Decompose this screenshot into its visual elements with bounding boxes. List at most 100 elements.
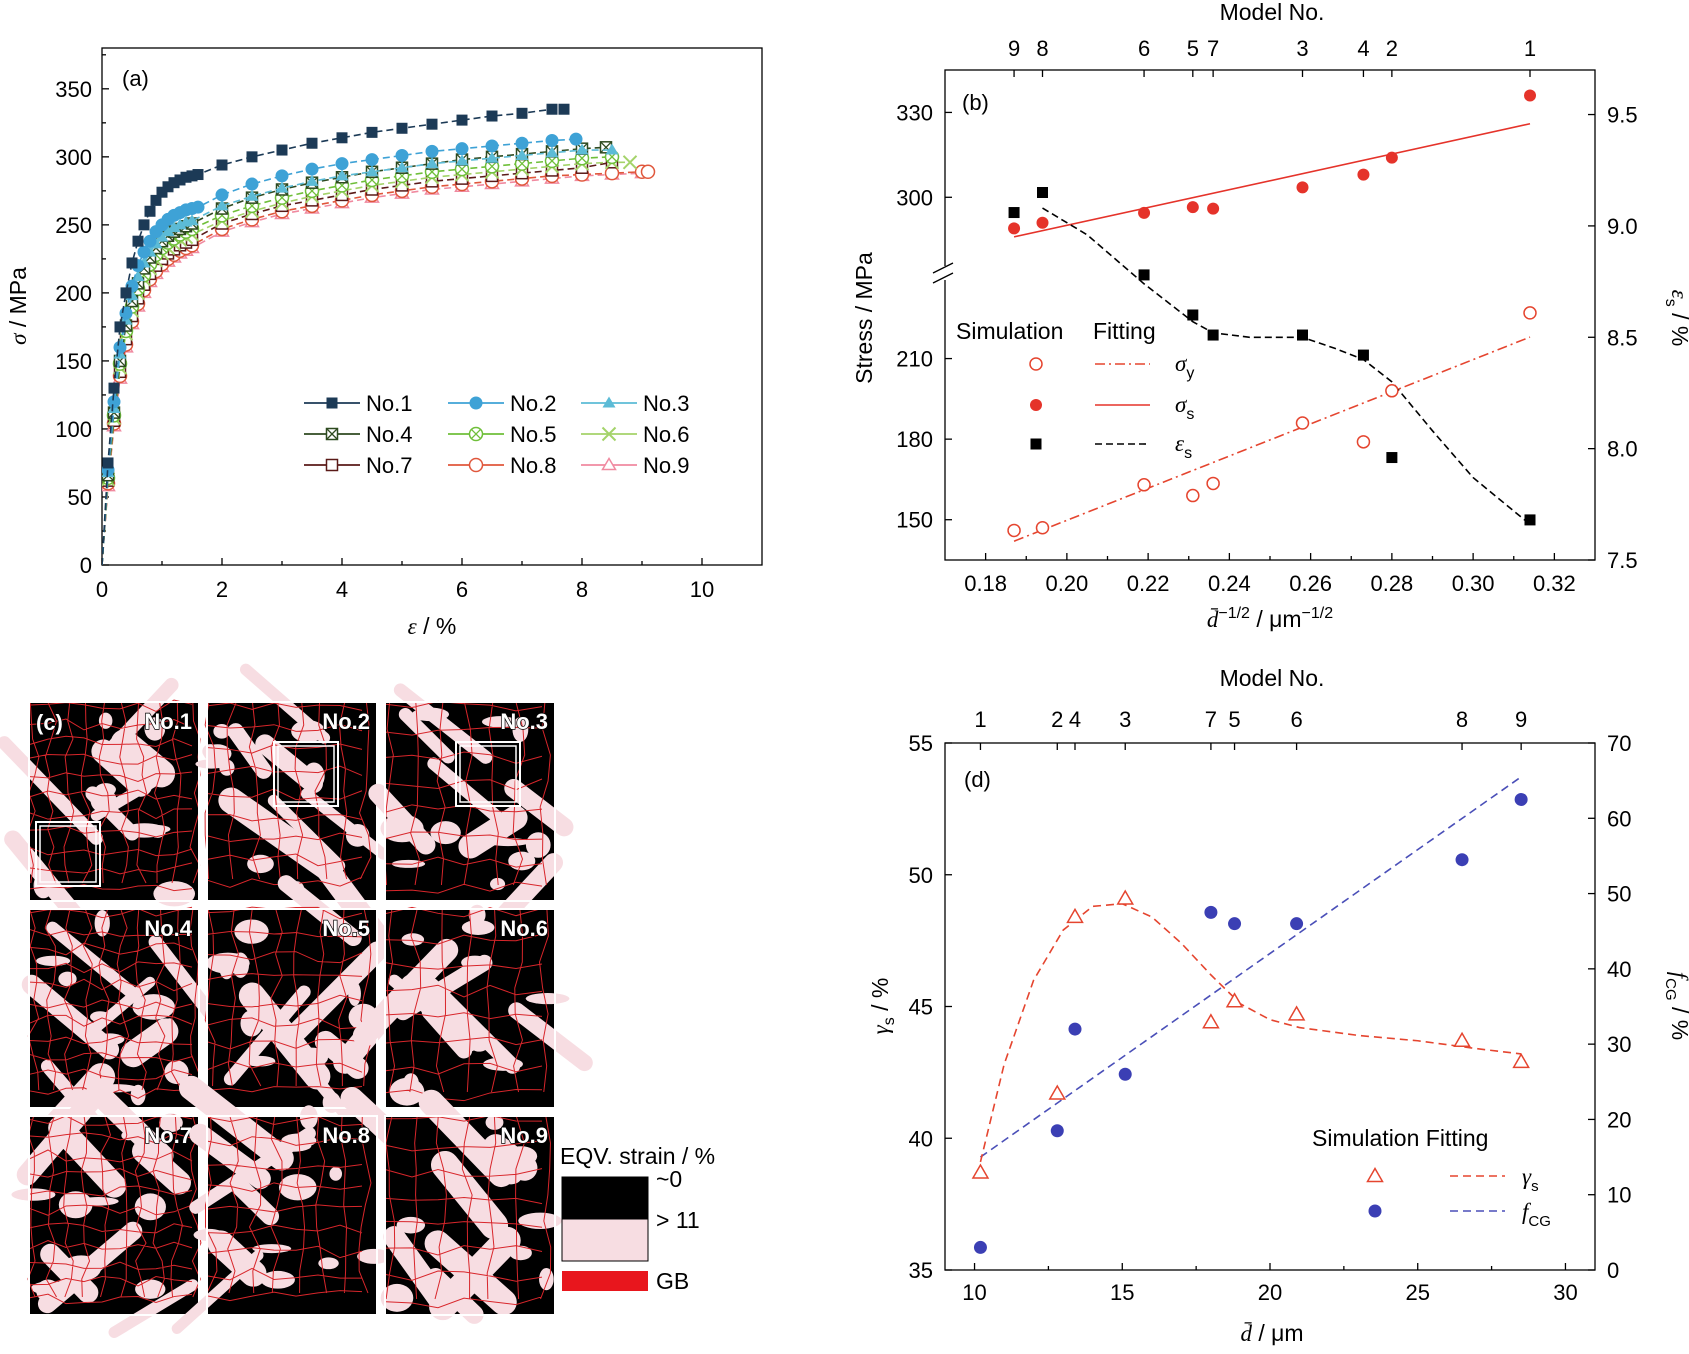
- series-No1-point: [516, 107, 528, 119]
- series-No1-point: [546, 103, 558, 115]
- series-No1-point: [138, 219, 150, 231]
- legend-swatch-high: [561, 1218, 649, 1262]
- eps-s-point: [1386, 452, 1398, 464]
- panel-b: (b) Model No. 0.18 0.20 0.22 0.24 0.26 0.28 0.…: [851, 0, 1689, 632]
- top-tick-label: 2: [1051, 707, 1063, 732]
- legend-label: No.7: [366, 453, 412, 478]
- inset-box-inner: [277, 745, 335, 803]
- grain-boundaries: [204, 1115, 372, 1302]
- legend-label: σs: [1175, 392, 1194, 423]
- x-tick-label: 0.20: [1045, 571, 1088, 596]
- x-tick-label: 4: [336, 577, 348, 602]
- sigma-y-point: [1137, 478, 1151, 492]
- x-tick-label: 10: [690, 577, 714, 602]
- map-label: No.3: [500, 709, 548, 734]
- map-label: No.7: [144, 1123, 192, 1148]
- y-right-tick-label: 20: [1607, 1107, 1631, 1132]
- sigma-s-point: [1385, 151, 1398, 164]
- series-No6-point: [622, 155, 638, 170]
- sigma-y-point: [1186, 488, 1200, 503]
- series-No1-point: [180, 171, 192, 183]
- top-tick-label: 4: [1357, 36, 1369, 61]
- y-tick-label: 100: [55, 417, 92, 442]
- series-No2-point: [569, 132, 583, 146]
- gamma-s-point: [971, 1163, 990, 1179]
- legend-marker: [469, 396, 483, 410]
- legend-marker: [325, 427, 339, 441]
- top-tick-label: 8: [1036, 36, 1048, 61]
- panel-d-top-label: Model No.: [1220, 665, 1325, 691]
- x-tick-label: 10: [962, 1280, 986, 1305]
- series-No2-point: [275, 169, 289, 183]
- panel-b-letter: (b): [962, 90, 989, 115]
- legend-marker: [468, 457, 484, 473]
- y-tick-label: 350: [55, 77, 92, 102]
- series-No1-point: [216, 159, 228, 171]
- x-tick-label: 30: [1553, 1280, 1577, 1305]
- grain-boundaries: [384, 700, 551, 894]
- panel-b-frame: [944, 69, 1596, 561]
- series-No1-point: [276, 144, 288, 156]
- panel-d-letter: (d): [964, 767, 991, 792]
- axis-break-mark: [932, 262, 954, 284]
- grain-boundaries: [27, 1114, 202, 1305]
- gamma-s-fit-line: [979, 902, 1522, 1163]
- y-right-tick-label: 9.0: [1607, 214, 1638, 239]
- gamma-s-point: [1287, 1005, 1306, 1021]
- series-No1-point: [120, 287, 132, 299]
- f-cg-fit-line: [979, 776, 1522, 1158]
- y-left-tick-label: 180: [896, 427, 933, 452]
- sigma-s-point: [1357, 168, 1370, 181]
- top-tick-label: 1: [974, 707, 986, 732]
- sigma-y-point: [1385, 384, 1399, 398]
- series-No1-point: [426, 118, 438, 130]
- legend-label: No.9: [643, 453, 689, 478]
- legend-swatch-gb: [562, 1271, 648, 1291]
- series-No8-point: [604, 165, 620, 181]
- series-No2-point: [143, 234, 157, 248]
- high-strain-bands: [11, 1078, 199, 1338]
- legend-swatch-low: [561, 1176, 649, 1220]
- panel-c: No.1 No.2 No.3 No.4 No.5 No.6 No.7 No.8 No.9 (c) E…: [0, 663, 715, 1338]
- f-cg-point: [1204, 905, 1218, 919]
- map-label: No.9: [500, 1123, 548, 1148]
- inset-box: [35, 821, 101, 887]
- series-No3-point: [515, 148, 529, 160]
- sigma-y-point: [1523, 306, 1537, 320]
- series-No1-point: [162, 181, 174, 193]
- series-No1-point: [246, 151, 258, 163]
- series-No2-point: [191, 200, 205, 214]
- series-No1-point: [114, 321, 126, 333]
- series-No1-point: [144, 205, 156, 217]
- panel-d-ylabel-left: γs / %: [867, 978, 898, 1035]
- x-tick-label: 15: [1110, 1280, 1134, 1305]
- y-right-tick-label: 40: [1607, 957, 1631, 982]
- panel-a-letter: (a): [122, 66, 149, 91]
- gamma-s-point: [1202, 1013, 1220, 1029]
- legend-marker: [1030, 438, 1042, 450]
- legend-marker: [601, 426, 617, 442]
- sigma-s-fit-line: [1013, 122, 1531, 238]
- strain-map-No5: No.5: [204, 875, 409, 1134]
- legend-marker: [1366, 1166, 1384, 1183]
- top-tick-label: 1: [1524, 36, 1536, 61]
- panel-d-legend: Simulation Fitting γs fCG: [1312, 1125, 1551, 1230]
- sigma-s-point: [1186, 201, 1199, 214]
- top-tick-label: 2: [1386, 36, 1398, 61]
- series-No1-point: [396, 122, 408, 134]
- eps-s-fit-line: [1042, 207, 1531, 525]
- y-tick-label: 300: [55, 145, 92, 170]
- series-No1-point: [486, 110, 498, 122]
- series-No2-point: [545, 134, 559, 148]
- inset-box-inner: [459, 745, 517, 803]
- axis-break-gap: [939, 266, 951, 280]
- x-tick-label: 0.18: [964, 571, 1007, 596]
- map-label: No.8: [322, 1123, 370, 1148]
- y-left-tick-label: 300: [896, 185, 933, 210]
- series-No2-point: [485, 139, 499, 153]
- x-tick-label: 0.26: [1289, 571, 1332, 596]
- eps-s-point: [1207, 329, 1219, 341]
- y-left-tick-label: 50: [909, 863, 933, 888]
- sigma-s-point: [1138, 206, 1151, 219]
- y-right-tick-label: 70: [1607, 731, 1631, 756]
